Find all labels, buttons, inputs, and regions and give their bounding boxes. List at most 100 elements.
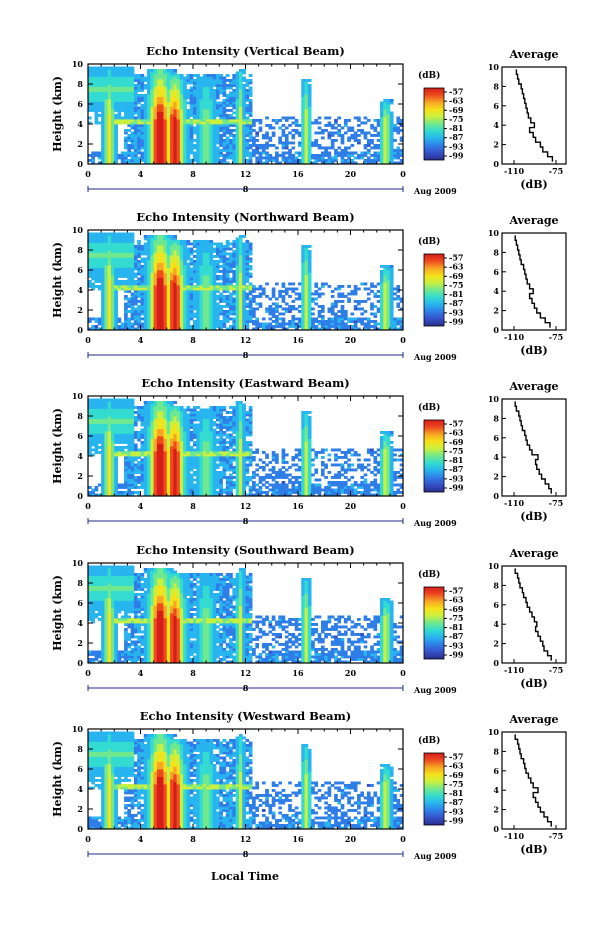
heatmap-cell	[284, 139, 289, 142]
heatmap-cell	[124, 255, 128, 258]
heatmap-cell	[199, 282, 204, 286]
heatmap-cell	[130, 325, 135, 328]
heatmap-cell	[278, 290, 282, 293]
heatmap-cell	[366, 151, 371, 155]
heatmap-cell	[176, 96, 181, 100]
heatmap-cell	[101, 438, 105, 442]
heatmap-cell	[307, 292, 312, 296]
heatmap-cell	[101, 436, 105, 439]
heatmap-cell	[399, 327, 404, 331]
heatmap-cell	[153, 295, 158, 298]
heatmap-cell	[153, 121, 158, 125]
heatmap-cell	[133, 282, 138, 286]
heatmap-cell	[147, 272, 151, 276]
heatmap-cell	[206, 275, 210, 278]
heatmap-cell	[202, 84, 207, 87]
heatmap-cell	[137, 151, 141, 155]
heatmap-cell	[110, 312, 115, 316]
heatmap-cell	[107, 312, 112, 316]
heatmap-cell	[393, 156, 397, 160]
heatmap-cell	[232, 136, 237, 140]
heatmap-cell	[271, 302, 276, 306]
heatmap-cell	[176, 89, 181, 92]
heatmap-cell	[114, 91, 118, 95]
heatmap-cell	[143, 104, 148, 107]
heatmap-cell	[179, 327, 184, 331]
heatmap-cell	[196, 277, 200, 281]
heatmap-cell	[107, 436, 112, 439]
profile-x-tick-label: -75	[549, 332, 563, 342]
heatmap-cell	[193, 159, 197, 162]
heatmap-cell	[337, 154, 342, 157]
heatmap-cell	[252, 124, 256, 127]
heatmap-cell	[104, 398, 109, 402]
y-tick-label: 4	[77, 119, 83, 129]
heatmap-cell	[88, 270, 92, 273]
heatmap-cell	[124, 325, 128, 328]
profile-y-tick-label: 10	[488, 228, 500, 238]
heatmap-cell	[229, 116, 233, 120]
heatmap-cell	[199, 310, 204, 313]
heatmap-cell	[189, 101, 194, 105]
heatmap-cell	[199, 250, 204, 253]
heatmap-cell	[133, 310, 138, 313]
heatmap-cell	[196, 297, 200, 301]
heatmap-cell	[127, 91, 132, 95]
heatmap-cell	[107, 438, 112, 442]
heatmap-cell	[107, 96, 112, 100]
heatmap-cell	[307, 287, 312, 291]
heatmap-cell	[232, 84, 237, 87]
heatmap-cell	[160, 154, 164, 157]
heatmap-cell	[104, 307, 109, 311]
heatmap-cell	[104, 156, 109, 160]
heatmap-cell	[304, 144, 309, 147]
heatmap-cell	[160, 109, 164, 112]
heatmap-cell	[104, 438, 109, 442]
heatmap-cell	[150, 111, 155, 115]
heatmap-cell	[147, 141, 151, 145]
heatmap-cell	[140, 141, 145, 145]
heatmap-cell	[202, 255, 207, 258]
heatmap-cell	[199, 255, 204, 258]
heatmap-cell	[137, 81, 141, 85]
heatmap-cell	[235, 237, 240, 241]
heatmap-cell	[88, 433, 92, 437]
heatmap-cell	[284, 307, 289, 311]
heatmap-cell	[170, 307, 174, 311]
heatmap-cell	[281, 159, 286, 162]
heatmap-cell	[268, 312, 273, 316]
heatmap-cell	[107, 403, 112, 407]
heatmap-cell	[137, 126, 141, 130]
heatmap-cell	[212, 247, 217, 251]
heatmap-cell	[156, 307, 161, 311]
heatmap-cell	[225, 121, 230, 125]
heatmap-cell	[189, 89, 194, 92]
heatmap-cell	[222, 305, 227, 308]
heatmap-cell	[101, 237, 105, 241]
heatmap-cell	[245, 240, 250, 243]
heatmap-cell	[229, 252, 233, 256]
heatmap-cell	[160, 305, 164, 308]
heatmap-cell	[222, 119, 227, 122]
heatmap-cell	[225, 315, 230, 318]
heatmap-cell	[101, 488, 105, 492]
heatmap-cell	[242, 327, 246, 331]
heatmap-cell	[311, 312, 315, 316]
heatmap-cell	[389, 129, 394, 132]
heatmap-cell	[248, 312, 253, 316]
heatmap-cell	[153, 262, 158, 266]
heatmap-cell	[294, 297, 299, 301]
heatmap-cell	[114, 292, 118, 296]
heatmap-cell	[307, 134, 312, 137]
heatmap-cell	[127, 282, 132, 286]
heatmap-cell	[196, 325, 200, 328]
heatmap-cell	[304, 94, 309, 97]
heatmap-cell	[393, 287, 397, 291]
heatmap-cell	[389, 320, 394, 323]
heatmap-cell	[235, 260, 240, 263]
heatmap-cell	[170, 272, 174, 276]
heatmap-cell	[101, 277, 105, 281]
heatmap-cell	[229, 287, 233, 291]
heatmap-cell	[215, 320, 220, 323]
heatmap-cell	[202, 307, 207, 311]
